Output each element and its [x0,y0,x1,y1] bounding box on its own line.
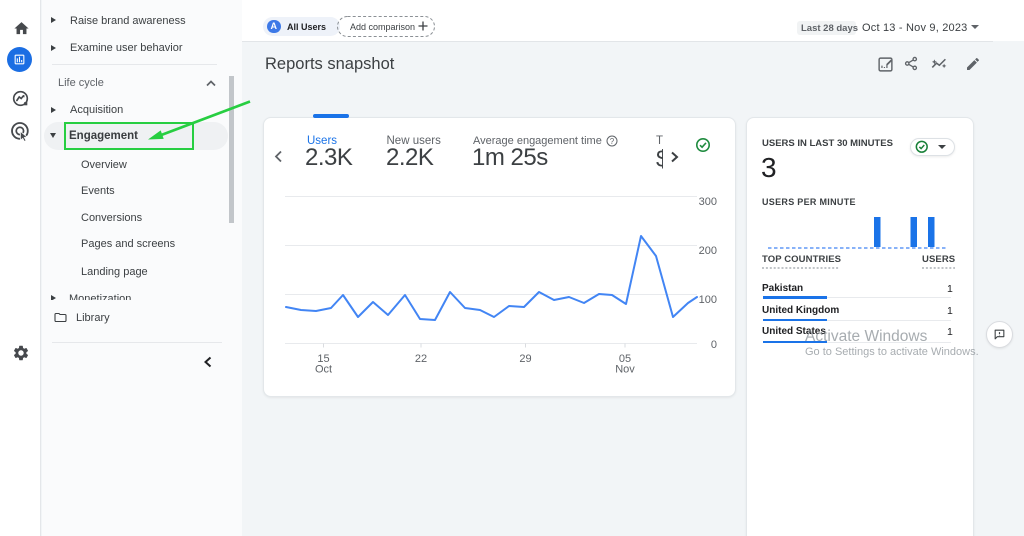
svg-text:05: 05 [619,353,631,365]
svg-text:300: 300 [699,196,717,208]
svg-text:22: 22 [415,353,427,365]
svg-text:100: 100 [699,294,717,306]
svg-text:?: ? [610,136,615,145]
svg-text:Nov: Nov [615,364,635,376]
svg-text:200: 200 [699,245,717,257]
svg-text:29: 29 [519,353,531,365]
svg-text:0: 0 [711,339,717,351]
svg-text:Oct: Oct [315,364,332,376]
svg-text:15: 15 [317,353,329,365]
